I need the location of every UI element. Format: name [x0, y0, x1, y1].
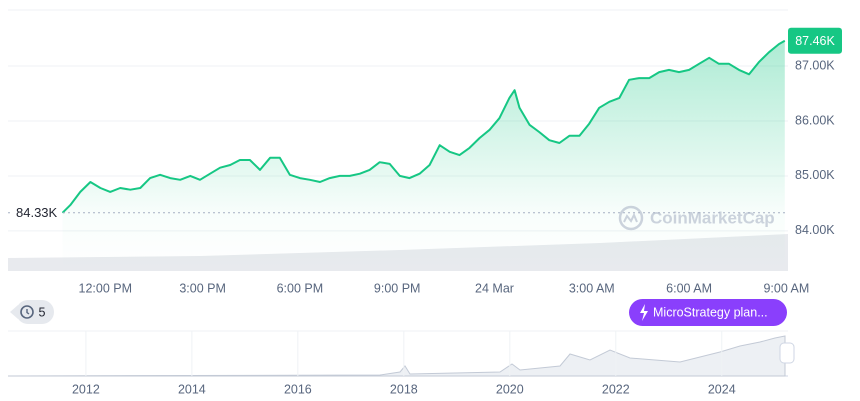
area — [62, 40, 785, 271]
navigator-tick-label: 2012 — [72, 382, 100, 396]
annotation-badge[interactable]: MicroStrategy plan... — [629, 299, 787, 326]
y-tick-label: 85.00K — [795, 168, 835, 182]
navigator-tick-label: 2014 — [178, 382, 206, 396]
watermark-text: CoinMarketCap — [650, 208, 775, 227]
navigator-handle[interactable] — [779, 342, 795, 364]
x-tick-label: 6:00 AM — [666, 281, 712, 295]
navigator — [7, 330, 788, 377]
y-tick-label: 84.00K — [795, 223, 835, 237]
y-tick-label: 86.00K — [795, 113, 835, 127]
events-count: 5 — [39, 305, 46, 319]
navigator-tick-label: 2018 — [390, 382, 418, 396]
x-tick-label: 6:00 PM — [277, 281, 324, 295]
navigator-tick-label: 2016 — [284, 382, 312, 396]
open-price-bg — [10, 203, 62, 222]
navigator-tick-label: 2020 — [496, 382, 524, 396]
x-tick-label: 9:00 AM — [763, 281, 809, 295]
x-tick-label: 3:00 PM — [179, 281, 226, 295]
annotation-text: MicroStrategy plan... — [653, 305, 768, 319]
navigator-tick-label: 2022 — [602, 382, 630, 396]
current-price-label: 87.46K — [795, 34, 835, 48]
x-tick-label: 3:00 AM — [569, 281, 615, 295]
open-price-label: 84.33K — [16, 205, 58, 220]
events-badge[interactable]: 5 — [10, 300, 54, 324]
current-price-tag — [788, 27, 842, 54]
price-line — [61, 39, 786, 214]
x-tick-label: 12:00 PM — [79, 281, 133, 295]
y-tick-label: 87.00K — [795, 58, 835, 72]
x-tick-label: 24 Mar — [475, 281, 514, 295]
navigator-tick-label: 2024 — [708, 382, 736, 396]
x-tick-label: 9:00 PM — [374, 281, 421, 295]
